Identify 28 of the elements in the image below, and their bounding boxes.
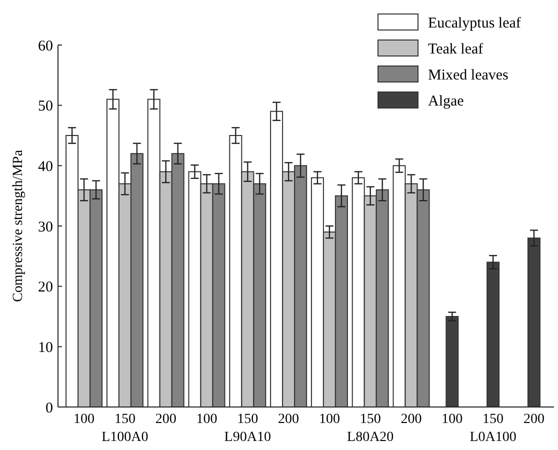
x-tick-label: 200 — [155, 412, 176, 427]
legend-label: Eucalyptus leaf — [428, 15, 521, 32]
y-tick-label: 60 — [38, 38, 53, 54]
x-tick-label: 100 — [318, 412, 340, 427]
y-tick-label: 10 — [38, 340, 53, 356]
y-tick-label: 30 — [38, 219, 53, 236]
x-tick-label: 200 — [523, 412, 544, 427]
text: L80A20 — [347, 430, 394, 445]
y-axis-title: Compressive strength/MPa — [11, 149, 26, 302]
x-tick-label: 150 — [114, 412, 136, 427]
y-tick-label: 50 — [38, 98, 53, 115]
legend-label: Algae — [428, 93, 464, 110]
legend-label: Teak leaf — [428, 41, 484, 58]
y-tick-label: 0 — [46, 400, 53, 416]
text: L100A0 — [102, 430, 148, 445]
y-tick-label: 40 — [38, 158, 53, 175]
x-tick-label: 150 — [360, 412, 381, 427]
y-tick-label: 20 — [38, 280, 53, 296]
x-tick-label: 100 — [74, 412, 95, 427]
legend-label: Mixed leaves — [428, 67, 509, 84]
x-tick-label: 150 — [482, 412, 504, 427]
x-tick-label: 200 — [400, 412, 422, 427]
x-tick-label: 200 — [278, 412, 300, 427]
text: L90A10 — [224, 430, 271, 445]
x-tick-label: 150 — [237, 412, 258, 427]
text: L0A100 — [470, 430, 516, 445]
x-tick-label: 100 — [442, 412, 463, 427]
x-tick-label: 100 — [196, 412, 218, 427]
